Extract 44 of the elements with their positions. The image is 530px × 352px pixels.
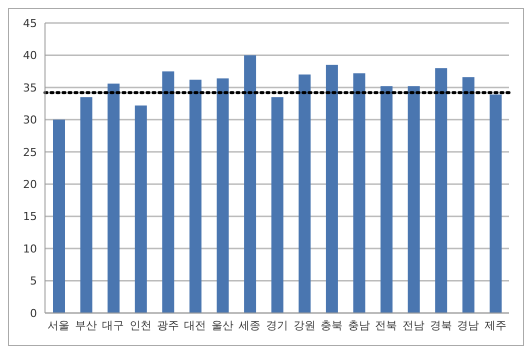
y-tick-label: 40	[23, 49, 37, 62]
x-tick-label: 경기	[266, 318, 288, 332]
x-tick-label: 서울	[48, 318, 70, 332]
bar	[80, 97, 92, 313]
y-tick-label: 45	[23, 16, 37, 30]
bar	[408, 86, 420, 313]
x-tick-label: 대전	[184, 318, 206, 332]
x-tick-label: 경남	[457, 318, 480, 332]
y-tick-label: 15	[23, 210, 37, 224]
bar	[53, 120, 65, 313]
y-tick-label: 10	[23, 242, 37, 256]
x-tick-label: 세종	[238, 318, 261, 332]
bar	[244, 55, 256, 313]
x-tick-label: 전남	[402, 318, 424, 332]
y-tick-label: 5	[30, 274, 37, 288]
y-tick-label: 0	[30, 306, 37, 320]
x-tick-label: 대구	[102, 318, 124, 332]
bar	[189, 80, 202, 313]
x-tick-label: 충남	[348, 318, 370, 332]
bar	[380, 86, 393, 313]
y-tick-label: 20	[23, 178, 37, 192]
x-tick-label: 충북	[320, 318, 343, 332]
x-tick-label: 울산	[211, 318, 234, 332]
x-tick-label: 광주	[156, 318, 179, 332]
x-tick-label: 전북	[375, 318, 398, 332]
y-tick-label: 25	[23, 146, 37, 159]
bar	[271, 97, 284, 313]
x-tick-label: 부산	[74, 318, 97, 332]
bar	[216, 78, 229, 313]
y-tick-label: 35	[23, 81, 37, 94]
bar	[298, 74, 311, 313]
x-tick-label: 경북	[430, 318, 452, 332]
bar	[108, 84, 120, 313]
bar	[353, 73, 366, 313]
bar	[162, 71, 174, 313]
y-tick-label: 30	[23, 114, 37, 127]
x-tick-label: 인천	[130, 318, 152, 332]
bar	[462, 77, 474, 313]
bar	[435, 68, 448, 313]
x-tick-label: 강원	[293, 318, 316, 332]
x-tick-label: 제주	[484, 318, 506, 332]
bar	[490, 94, 502, 313]
bar	[134, 105, 147, 313]
bar	[326, 64, 338, 313]
